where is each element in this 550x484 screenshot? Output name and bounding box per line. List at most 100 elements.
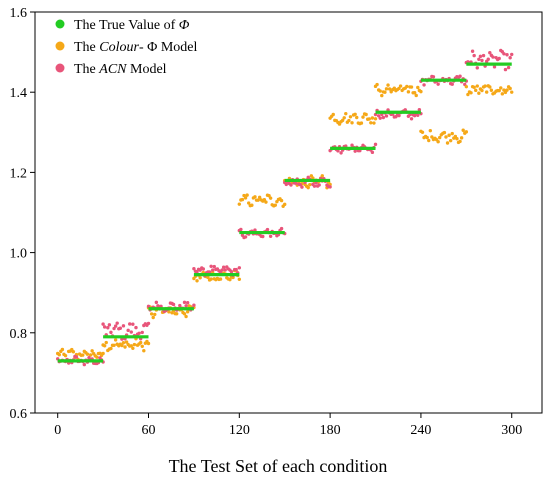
acn-model-point	[298, 183, 303, 187]
colour-model-point	[472, 85, 476, 89]
colour-model-point	[438, 135, 442, 140]
acn-model-point	[475, 66, 479, 70]
colour-model-point	[398, 84, 403, 88]
colour-model-point	[430, 135, 434, 139]
acn-model-point	[416, 113, 420, 117]
acn-model-point	[178, 303, 182, 308]
colour-model-point	[209, 277, 213, 281]
acn-model-point	[243, 235, 248, 239]
colour-model-point	[387, 87, 392, 91]
colour-model-point	[359, 121, 364, 125]
acn-model-point	[185, 300, 190, 305]
colour-model-point	[151, 315, 155, 320]
colour-model-point	[364, 112, 368, 117]
colour-model-point	[474, 88, 478, 93]
colour-model-point	[140, 344, 144, 348]
colour-model-point	[101, 351, 105, 356]
colour-model-point	[392, 86, 397, 90]
acn-model-point	[113, 324, 118, 328]
colour-model-point	[268, 196, 273, 200]
colour-model-point	[500, 92, 505, 96]
colour-model-point	[412, 91, 417, 95]
acn-model-point	[156, 304, 160, 308]
acn-model-point	[126, 328, 130, 333]
colour-model-point	[195, 279, 199, 283]
legend-label-acn-model: The ACN Model	[74, 62, 167, 77]
acn-model-point	[146, 321, 151, 326]
y-axis: 0.6 0.8 1.0 1.2 1.4 1.6	[10, 6, 35, 422]
colour-model-point	[508, 86, 512, 91]
acn-model-point	[397, 113, 401, 118]
colour-model-point	[416, 85, 420, 90]
colour-model-point	[464, 130, 469, 134]
colour-model-point	[218, 277, 223, 281]
colour-model-point	[81, 353, 85, 357]
legend-item-true-value: The True Value of Φ	[55, 18, 190, 33]
colour-model-point	[242, 193, 246, 198]
x-axis: 0 60 120 180 240 300	[54, 413, 522, 438]
acn-model-point	[378, 116, 382, 120]
colour-model-point	[386, 83, 390, 87]
acn-model-point	[102, 325, 107, 329]
acn-model-point	[223, 268, 227, 272]
colour-model-point	[243, 196, 248, 200]
colour-model-point	[367, 117, 371, 121]
acn-model-point	[115, 321, 119, 325]
y-tick-label: 1.0	[10, 247, 28, 262]
colour-model-point	[425, 135, 429, 140]
acn-model-point	[506, 65, 511, 70]
x-tick-label: 60	[142, 423, 156, 438]
acn-model-point	[239, 227, 243, 232]
legend-marker-colour-model	[55, 41, 65, 51]
colour-model-point	[88, 353, 93, 357]
x-tick-label: 120	[229, 423, 250, 438]
acn-model-point	[184, 304, 188, 308]
legend-item-acn-model: The ACN Model	[55, 62, 167, 77]
colour-model-point	[283, 202, 287, 207]
acn-model-point	[510, 52, 514, 57]
acn-model-point	[373, 142, 378, 147]
colour-model-point	[113, 338, 118, 342]
acn-model-point	[284, 182, 288, 187]
colour-model-point	[184, 314, 188, 319]
acn-model-point	[417, 107, 422, 112]
colour-model-point	[477, 91, 481, 95]
colour-model-point	[361, 115, 365, 119]
acn-model-point	[131, 322, 135, 326]
colour-model-point	[257, 195, 262, 199]
legend: The True Value of Φ The Colour- Φ Model …	[55, 18, 198, 77]
y-tick-label: 0.8	[10, 327, 28, 342]
colour-model-point	[459, 136, 464, 140]
colour-model-point	[131, 346, 135, 351]
acn-model-point	[279, 226, 284, 231]
colour-model-point	[320, 174, 324, 178]
acn-model-point	[409, 117, 414, 121]
colour-model-point	[458, 139, 462, 144]
acn-model-point	[312, 184, 317, 188]
colour-model-point	[450, 131, 454, 136]
acn-model-point	[106, 326, 110, 330]
colour-model-point	[102, 344, 107, 348]
acn-model-point	[192, 303, 196, 307]
acn-model-point	[221, 265, 226, 269]
colour-model-point	[348, 115, 353, 119]
colour-model-point	[245, 193, 249, 197]
colour-model-point	[464, 84, 469, 89]
colour-model-point	[378, 89, 382, 93]
acn-model-point	[328, 185, 332, 189]
colour-model-point	[447, 133, 451, 137]
colour-model-point	[206, 275, 210, 280]
colour-model-point	[350, 121, 354, 125]
colour-model-point	[505, 88, 509, 92]
acn-model-point	[492, 65, 497, 69]
colour-model-point	[267, 194, 271, 198]
colour-model-point	[121, 341, 126, 345]
colour-model-point	[71, 350, 76, 354]
acn-model-point	[261, 234, 265, 239]
colour-model-point	[420, 130, 425, 135]
colour-model-point	[123, 345, 127, 349]
x-axis-title: The Test Set of each condition	[169, 456, 388, 476]
colour-model-point	[405, 84, 409, 89]
colour-model-point	[373, 117, 378, 121]
colour-model-point	[455, 137, 459, 141]
